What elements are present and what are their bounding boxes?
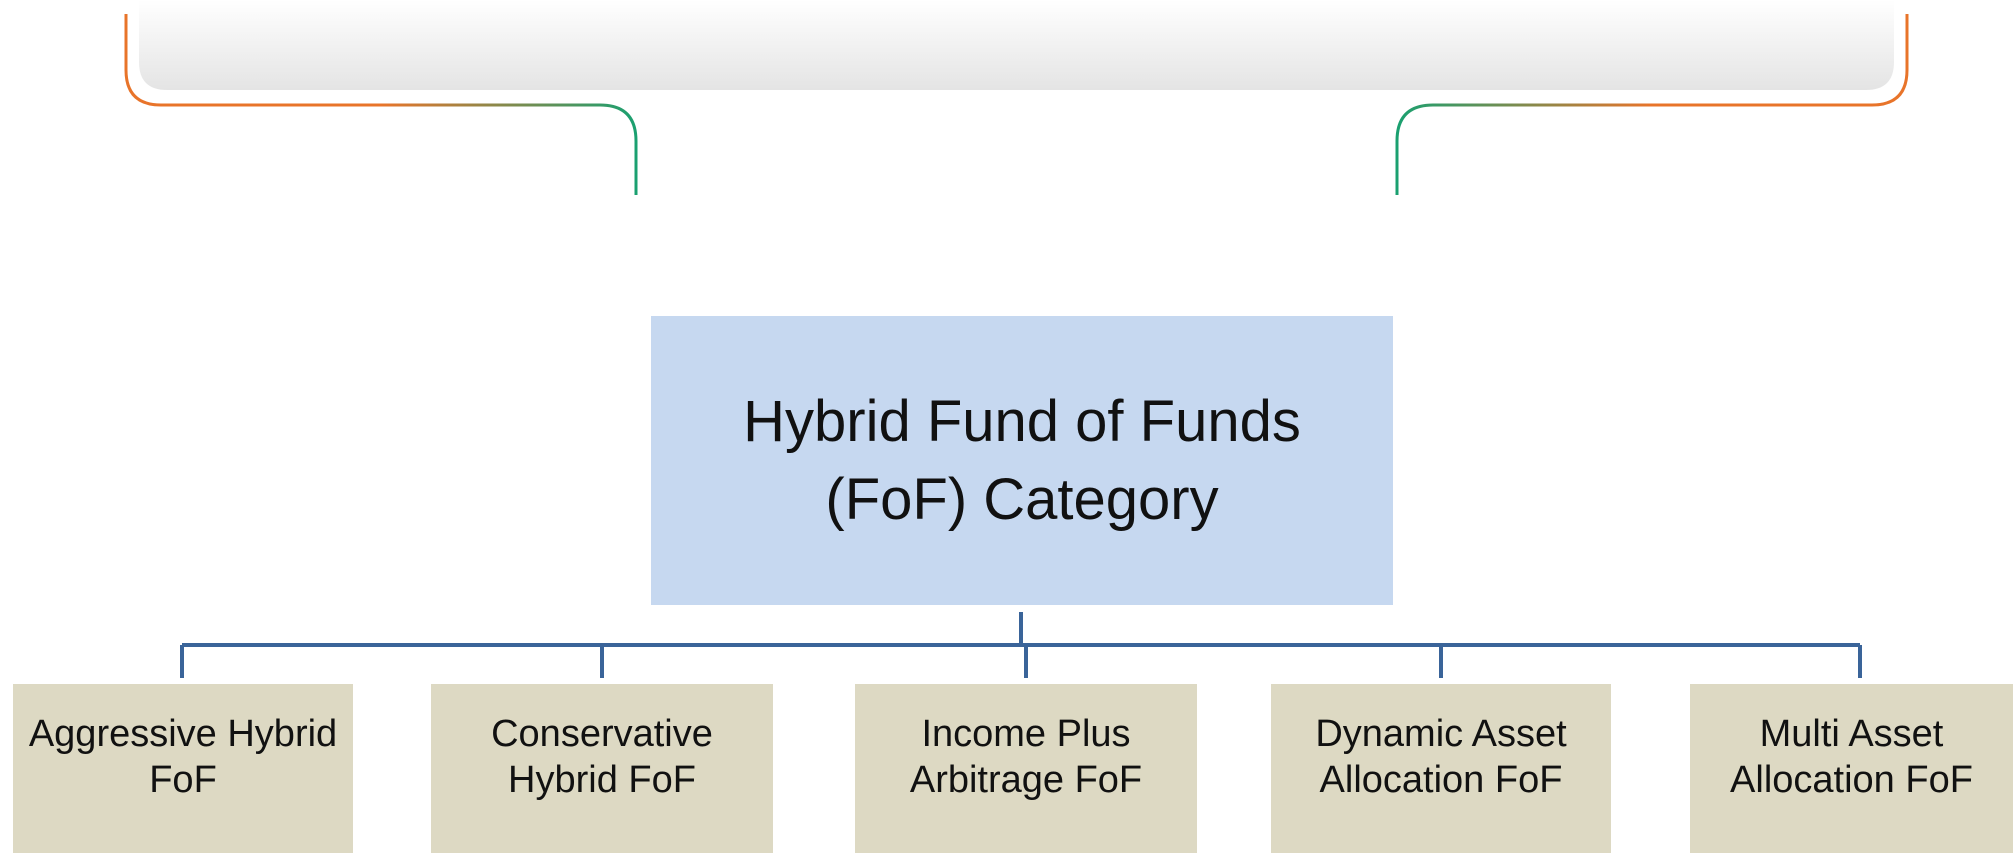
child-node: Multi Asset Allocation FoF [1690, 684, 2013, 853]
bracket-left [124, 14, 638, 195]
child-node: Dynamic Asset Allocation FoF [1271, 684, 1611, 853]
child-node: Conservative Hybrid FoF [431, 684, 773, 853]
root-node: Hybrid Fund of Funds (FoF) Category [651, 316, 1393, 605]
bracket-right [1395, 14, 1909, 195]
banner-fill [139, 0, 1894, 90]
child-node: Aggressive Hybrid FoF [13, 684, 353, 853]
connectors [182, 612, 1860, 647]
child-node: Income Plus Arbitrage FoF [855, 684, 1197, 853]
